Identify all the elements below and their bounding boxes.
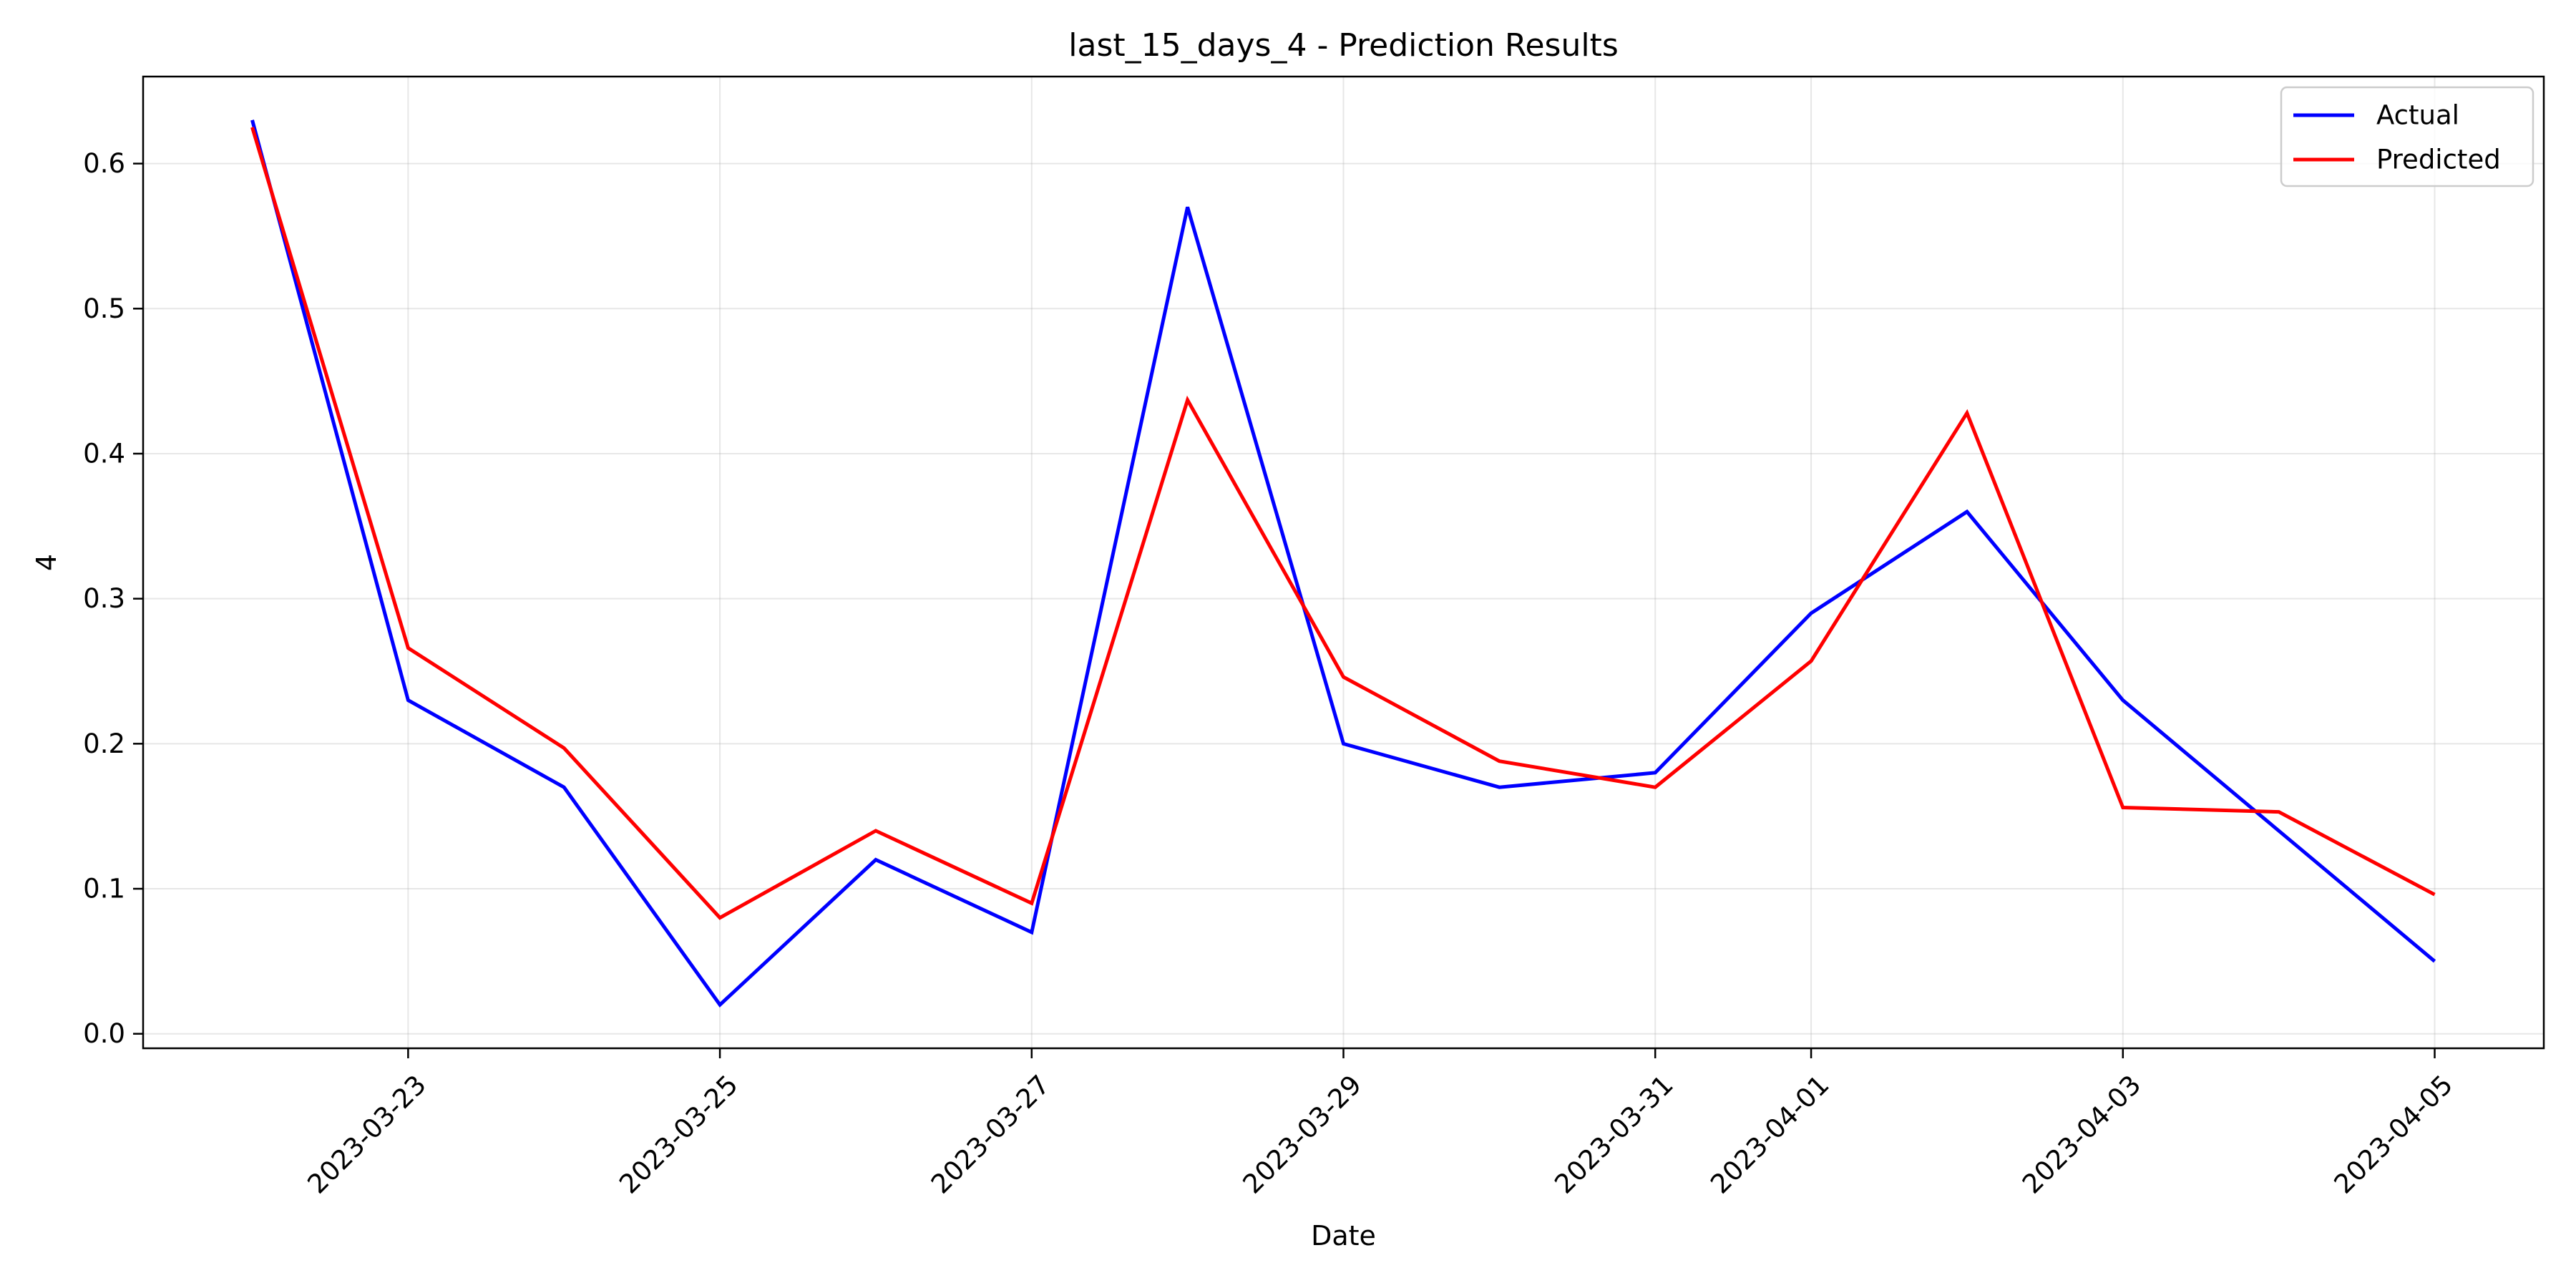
- y-tick-label: 0.4: [83, 438, 125, 469]
- legend-label-predicted: Predicted: [2376, 145, 2501, 175]
- x-axis-title: Date: [1311, 1220, 1376, 1252]
- chart-title: last_15_days_4 - Prediction Results: [1068, 27, 1619, 64]
- x-tick-label: 2023-03-25: [613, 1069, 743, 1199]
- x-tick-label: 2023-03-27: [925, 1069, 1055, 1199]
- x-axis: 2023-03-23 2023-03-25 2023-03-27 2023-03-29…: [302, 1048, 2459, 1200]
- series-line-predicted: [250, 127, 2436, 920]
- series-layer: [250, 119, 2436, 1008]
- x-tick-label: 2023-04-01: [1704, 1069, 1835, 1199]
- grid: [143, 77, 2544, 1048]
- x-tick-label: 2023-03-31: [1548, 1069, 1679, 1199]
- legend-label-actual: Actual: [2376, 100, 2459, 131]
- y-axis: 0.0 0.1 0.2 0.3 0.4 0.5 0.6: [83, 148, 143, 1049]
- y-tick-label: 0.6: [83, 148, 125, 179]
- x-tick-label: 2023-04-05: [2328, 1069, 2459, 1199]
- x-tick-label: 2023-03-23: [302, 1069, 432, 1199]
- x-tick-label: 2023-04-03: [2016, 1069, 2147, 1199]
- y-tick-label: 0.3: [83, 583, 125, 614]
- x-tick-label: 2023-03-29: [1237, 1069, 1367, 1199]
- y-tick-label: 0.0: [83, 1018, 125, 1049]
- legend: Actual Predicted: [2280, 86, 2534, 187]
- y-tick-label: 0.1: [83, 874, 125, 904]
- y-tick-label: 0.2: [83, 728, 125, 759]
- y-axis-title: 4: [31, 554, 62, 571]
- y-tick-label: 0.5: [83, 293, 125, 324]
- series-line-actual: [250, 119, 2436, 1008]
